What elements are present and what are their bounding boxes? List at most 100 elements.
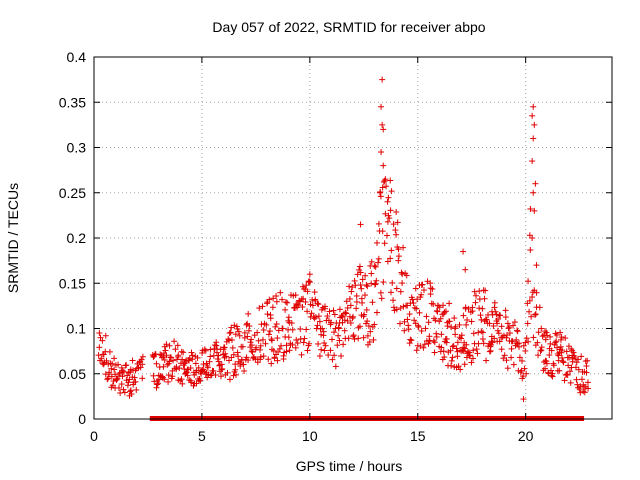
data-point xyxy=(550,362,557,369)
data-point xyxy=(335,325,342,332)
data-point xyxy=(215,352,222,359)
data-point xyxy=(479,336,486,343)
data-point xyxy=(98,355,105,362)
data-point xyxy=(401,327,408,334)
data-point xyxy=(532,311,539,318)
data-point xyxy=(212,371,219,378)
data-point xyxy=(584,357,591,364)
data-point xyxy=(273,298,280,305)
data-point xyxy=(399,280,406,287)
data-point xyxy=(300,295,307,302)
data-point xyxy=(505,325,512,332)
data-point xyxy=(353,298,360,305)
data-point xyxy=(514,328,521,335)
data-point xyxy=(441,354,448,361)
data-point xyxy=(232,331,239,338)
data-point xyxy=(502,314,509,321)
data-point xyxy=(267,311,274,318)
data-point xyxy=(531,121,538,128)
data-point xyxy=(160,353,167,360)
data-point xyxy=(575,366,582,373)
data-point xyxy=(314,300,321,307)
data-point xyxy=(96,344,103,351)
data-point xyxy=(188,379,195,386)
data-point xyxy=(236,332,243,339)
data-point xyxy=(380,126,387,133)
data-point xyxy=(425,340,432,347)
data-point xyxy=(108,365,115,372)
data-point xyxy=(461,361,468,368)
data-point xyxy=(341,317,348,324)
data-point xyxy=(522,347,529,354)
data-point xyxy=(166,342,173,349)
data-point xyxy=(480,340,487,347)
data-point xyxy=(477,312,484,319)
data-point xyxy=(192,360,199,367)
data-point xyxy=(314,322,321,329)
data-point xyxy=(346,283,353,290)
data-point xyxy=(119,373,126,380)
data-point xyxy=(517,369,524,376)
data-point xyxy=(583,363,590,370)
data-point xyxy=(257,342,264,349)
data-point xyxy=(479,305,486,312)
data-point xyxy=(356,323,363,330)
data-point xyxy=(293,336,300,343)
data-point xyxy=(553,338,560,345)
data-point xyxy=(375,259,382,266)
data-point xyxy=(458,332,465,339)
data-point xyxy=(475,340,482,347)
data-point xyxy=(100,351,107,358)
data-point xyxy=(397,304,404,311)
data-point xyxy=(171,338,178,345)
y-tick-label: 0.3 xyxy=(67,140,87,156)
data-point xyxy=(516,343,523,350)
data-point xyxy=(454,339,461,346)
data-point xyxy=(194,354,201,361)
data-point xyxy=(520,342,527,349)
data-point xyxy=(525,278,532,285)
data-point xyxy=(399,271,406,278)
data-point xyxy=(529,158,536,165)
data-point xyxy=(296,297,303,304)
y-tick-label: 0.1 xyxy=(67,321,87,337)
grid xyxy=(94,57,612,419)
data-point xyxy=(186,355,193,362)
data-point xyxy=(223,353,230,360)
data-point xyxy=(432,317,439,324)
data-point xyxy=(420,287,427,294)
data-point xyxy=(382,176,389,183)
data-point xyxy=(501,352,508,359)
data-point xyxy=(521,365,528,372)
data-point xyxy=(329,356,336,363)
data-point xyxy=(279,296,286,303)
data-point xyxy=(525,338,532,345)
data-point xyxy=(161,376,168,383)
data-point xyxy=(288,320,295,327)
data-point xyxy=(479,329,486,336)
data-point xyxy=(225,336,232,343)
data-point xyxy=(170,357,177,364)
data-point xyxy=(405,326,412,333)
data-point xyxy=(118,364,125,371)
data-point xyxy=(195,364,202,371)
data-point xyxy=(254,329,261,336)
data-point xyxy=(109,360,116,367)
data-point xyxy=(429,285,436,292)
data-point xyxy=(504,320,511,327)
data-point xyxy=(253,344,260,351)
data-point xyxy=(235,353,242,360)
data-point xyxy=(183,369,190,376)
data-point xyxy=(166,358,173,365)
data-point xyxy=(174,342,181,349)
data-point xyxy=(336,306,343,313)
data-point xyxy=(301,335,308,342)
data-point xyxy=(561,377,568,384)
data-point xyxy=(579,376,586,383)
data-point xyxy=(266,328,273,335)
data-point xyxy=(573,359,580,366)
data-point xyxy=(244,333,251,340)
data-point xyxy=(452,331,459,338)
data-point xyxy=(486,348,493,355)
data-point xyxy=(355,335,362,342)
